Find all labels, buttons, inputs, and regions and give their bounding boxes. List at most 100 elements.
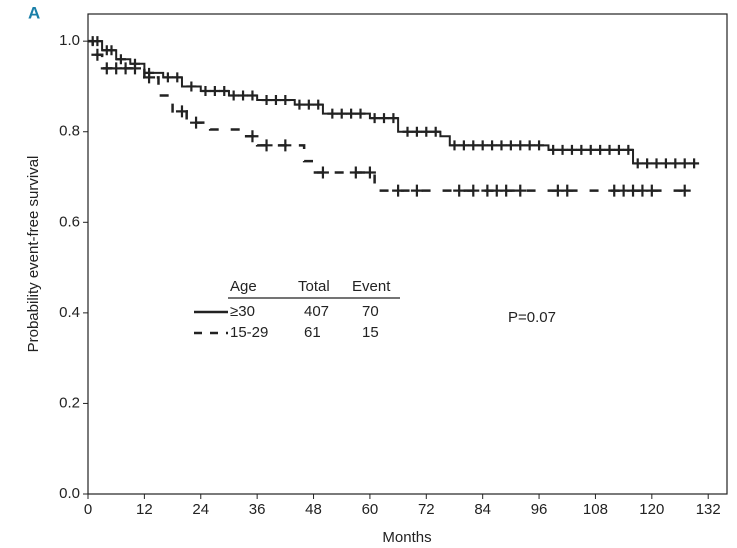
censor-mark xyxy=(316,166,329,179)
censor-mark xyxy=(270,95,281,106)
censor-mark xyxy=(261,95,272,106)
censor-mark xyxy=(421,126,432,137)
censor-mark xyxy=(238,90,249,101)
x-tick-label: 84 xyxy=(474,501,491,518)
censor-mark xyxy=(346,108,357,119)
censor-mark xyxy=(228,90,239,101)
censor-mark xyxy=(128,62,141,75)
censor-mark xyxy=(209,85,220,96)
censor-mark xyxy=(303,99,314,110)
legend-total: 61 xyxy=(304,324,321,341)
censor-mark xyxy=(411,126,422,137)
y-tick-label: 0.6 xyxy=(59,213,80,230)
x-tick-label: 96 xyxy=(531,501,548,518)
p-value: P=0.07 xyxy=(508,309,556,326)
censor-mark xyxy=(487,140,498,151)
censor-mark xyxy=(651,158,662,169)
y-axis-label: Probability event-free survival xyxy=(25,156,42,353)
censor-mark xyxy=(279,139,292,152)
censor-mark xyxy=(689,158,700,169)
y-tick-label: 0.8 xyxy=(59,123,80,140)
survival-curve xyxy=(88,39,690,192)
censor-mark xyxy=(349,166,362,179)
censor-mark xyxy=(115,54,126,65)
censor-mark xyxy=(534,140,545,151)
censor-mark xyxy=(604,144,615,155)
legend-total: 407 xyxy=(304,303,329,320)
y-tick-label: 1.0 xyxy=(59,32,80,49)
legend-events: 15 xyxy=(362,324,379,341)
x-tick-label: 0 xyxy=(84,501,92,518)
censor-mark xyxy=(369,113,380,124)
censor-mark xyxy=(247,90,258,101)
censor-mark xyxy=(561,184,574,197)
censor-mark xyxy=(219,85,230,96)
censor-mark xyxy=(468,140,479,151)
censor-mark xyxy=(576,144,587,155)
x-tick-label: 24 xyxy=(192,501,209,518)
censor-mark xyxy=(623,144,634,155)
legend-header: Total xyxy=(298,278,330,295)
x-tick-label: 48 xyxy=(305,501,322,518)
censor-mark xyxy=(595,144,606,155)
censor-mark xyxy=(453,184,466,197)
x-tick-label: 36 xyxy=(249,501,266,518)
censor-mark xyxy=(585,144,596,155)
censor-mark xyxy=(514,184,527,197)
censor-mark xyxy=(260,139,273,152)
censor-mark xyxy=(327,108,338,119)
censor-mark xyxy=(355,108,366,119)
censor-mark xyxy=(566,144,577,155)
censor-mark xyxy=(91,48,104,61)
censor-mark xyxy=(143,71,156,84)
x-tick-label: 132 xyxy=(696,501,721,518)
censor-mark xyxy=(162,72,173,83)
censor-mark xyxy=(336,108,347,119)
censor-mark xyxy=(524,140,535,151)
y-tick-label: 0.0 xyxy=(59,485,80,502)
plot-frame xyxy=(87,13,728,495)
legend-events: 70 xyxy=(362,303,379,320)
censor-mark xyxy=(200,85,211,96)
x-axis-label: Months xyxy=(382,529,431,546)
censor-mark xyxy=(500,184,513,197)
censor-mark xyxy=(678,184,691,197)
survival-curve xyxy=(88,40,699,165)
censor-mark xyxy=(642,158,653,169)
y-tick-label: 0.4 xyxy=(59,304,80,321)
x-tick-label: 60 xyxy=(362,501,379,518)
censor-mark xyxy=(548,144,559,155)
censor-mark xyxy=(186,81,197,92)
censor-mark xyxy=(294,99,305,110)
censor-mark xyxy=(670,158,681,169)
censor-mark xyxy=(280,95,291,106)
censor-mark xyxy=(632,158,643,169)
censor-mark xyxy=(505,140,516,151)
legend-header: Event xyxy=(352,278,391,295)
censor-mark xyxy=(458,140,469,151)
censor-mark xyxy=(313,99,324,110)
censor-mark xyxy=(557,144,568,155)
y-tick-label: 0.2 xyxy=(59,394,80,411)
censor-mark xyxy=(172,72,183,83)
censor-mark xyxy=(410,184,423,197)
censor-mark xyxy=(430,126,441,137)
legend-header: Age xyxy=(230,278,257,295)
censor-mark xyxy=(379,113,390,124)
censor-mark xyxy=(92,36,103,47)
censor-mark xyxy=(246,130,259,143)
censor-mark xyxy=(402,126,413,137)
legend-label: ≥30 xyxy=(230,303,255,320)
censor-mark xyxy=(645,184,658,197)
x-tick-label: 72 xyxy=(418,501,435,518)
x-tick-label: 120 xyxy=(639,501,664,518)
censor-mark xyxy=(679,158,690,169)
censor-mark xyxy=(467,184,480,197)
censor-mark xyxy=(363,166,376,179)
censor-mark xyxy=(392,184,405,197)
censor-mark xyxy=(496,140,507,151)
censor-mark xyxy=(106,45,117,56)
censor-mark xyxy=(449,140,460,151)
censor-mark xyxy=(477,140,488,151)
